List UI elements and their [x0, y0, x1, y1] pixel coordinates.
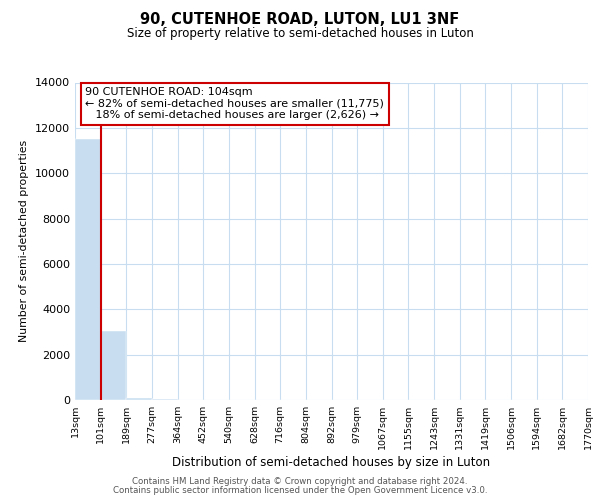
Text: 90, CUTENHOE ROAD, LUTON, LU1 3NF: 90, CUTENHOE ROAD, LUTON, LU1 3NF — [140, 12, 460, 28]
Text: Contains public sector information licensed under the Open Government Licence v3: Contains public sector information licen… — [113, 486, 487, 495]
Text: Contains HM Land Registry data © Crown copyright and database right 2024.: Contains HM Land Registry data © Crown c… — [132, 477, 468, 486]
Text: 90 CUTENHOE ROAD: 104sqm
← 82% of semi-detached houses are smaller (11,775)
   1: 90 CUTENHOE ROAD: 104sqm ← 82% of semi-d… — [85, 88, 384, 120]
Y-axis label: Number of semi-detached properties: Number of semi-detached properties — [19, 140, 29, 342]
Bar — [75, 139, 101, 400]
Bar — [127, 398, 152, 400]
Text: Size of property relative to semi-detached houses in Luton: Size of property relative to semi-detach… — [127, 28, 473, 40]
Bar — [101, 331, 127, 400]
X-axis label: Distribution of semi-detached houses by size in Luton: Distribution of semi-detached houses by … — [172, 456, 491, 469]
